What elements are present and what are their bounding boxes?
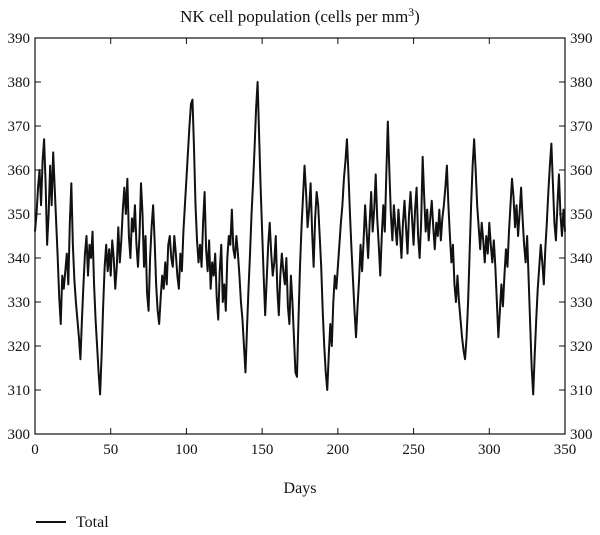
y-tick-label-right: 370 (570, 119, 593, 135)
y-tick-label-right: 300 (570, 427, 593, 443)
y-tick-label-right: 330 (570, 295, 593, 311)
y-tick-label-right: 360 (570, 163, 593, 179)
y-tick-label-right: 310 (570, 383, 593, 399)
x-tick-label: 350 (554, 442, 577, 458)
x-tick-label: 0 (31, 442, 39, 458)
y-tick-label-left: 350 (8, 207, 31, 223)
y-tick-label-right: 320 (570, 339, 593, 355)
x-tick-label: 200 (327, 442, 350, 458)
y-tick-label-right: 350 (570, 207, 593, 223)
x-axis-label: Days (284, 480, 317, 497)
chart-title-superscript: 3 (408, 5, 414, 19)
chart-title-suffix: ) (414, 7, 420, 26)
series-group (34, 81, 566, 396)
y-tick-label-right: 380 (570, 75, 593, 91)
x-tick-label: 50 (103, 442, 118, 458)
chart-title: NK cell population (cells per mm3) (180, 5, 420, 26)
y-tick-label-left: 380 (8, 75, 31, 91)
y-tick-label-left: 370 (8, 119, 31, 135)
x-tick-label: 150 (251, 442, 274, 458)
legend-label-total: Total (76, 514, 109, 531)
y-tick-label-left: 360 (8, 163, 31, 179)
chart-title-main: NK cell population (cells per mm (180, 7, 408, 26)
x-tick-label: 100 (175, 442, 198, 458)
y-tick-label-left: 330 (8, 295, 31, 311)
x-tick-label: 300 (478, 442, 501, 458)
y-tick-label-left: 320 (8, 339, 31, 355)
y-tick-label-left: 340 (8, 251, 31, 267)
y-tick-label-right: 390 (570, 31, 593, 47)
y-tick-label-right: 340 (570, 251, 593, 267)
series-line-total (34, 81, 566, 396)
x-tick-label: 250 (402, 442, 425, 458)
plot-area-frame (34, 37, 566, 435)
y-tick-label-left: 300 (8, 427, 31, 443)
y-tick-label-left: 390 (8, 31, 31, 47)
y-tick-label-left: 310 (8, 383, 31, 399)
